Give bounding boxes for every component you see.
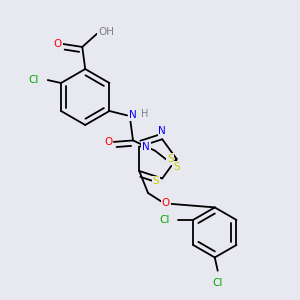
Text: S: S (173, 162, 180, 172)
Text: OH: OH (98, 27, 114, 37)
Text: N: N (158, 126, 166, 136)
Text: O: O (104, 137, 112, 147)
Text: O: O (162, 198, 170, 208)
Text: Cl: Cl (28, 75, 39, 85)
Text: Cl: Cl (212, 278, 223, 288)
Text: N: N (142, 142, 150, 152)
Text: S: S (153, 176, 159, 186)
Text: N: N (129, 110, 137, 120)
Text: Cl: Cl (159, 215, 170, 225)
Text: S: S (167, 154, 174, 164)
Text: O: O (53, 39, 62, 49)
Text: H: H (141, 109, 148, 118)
